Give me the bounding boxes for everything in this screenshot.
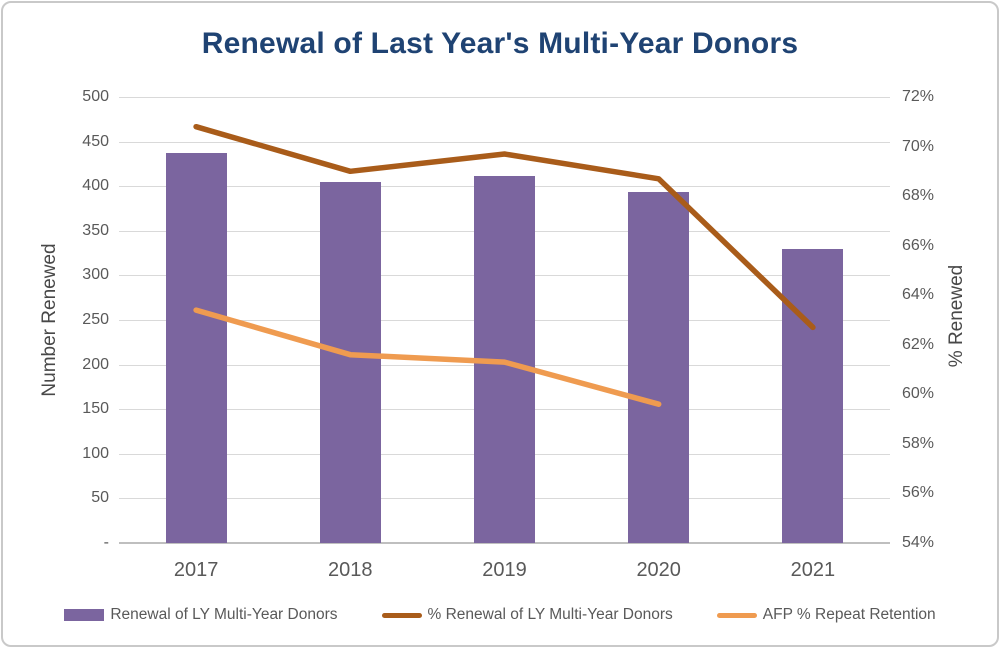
right-axis-tick-label: 64% — [902, 286, 935, 304]
gridline — [119, 97, 890, 98]
x-axis-tick-label-2019: 2019 — [482, 559, 527, 581]
line-series — [193, 307, 662, 407]
right-axis-tick-label: 72% — [902, 88, 935, 105]
legend-item: % Renewal of LY Multi-Year Donors — [381, 606, 673, 624]
line-series — [193, 123, 816, 331]
left-axis-tick-label: 50 — [91, 489, 109, 507]
right-axis-tick-label: 68% — [902, 187, 935, 205]
right-axis-tick-label: 70% — [902, 137, 935, 155]
legend-line-swatch-icon — [381, 612, 422, 618]
right-axis-tick-label: 54% — [902, 534, 935, 551]
plot-area — [119, 97, 890, 544]
legend-line-swatch-icon — [716, 612, 757, 618]
gridline — [119, 141, 890, 143]
legend-item-label: % Renewal of LY Multi-Year Donors — [427, 606, 673, 623]
left-axis-tick-label: 450 — [82, 132, 109, 150]
x-axis-tick-label-2018: 2018 — [328, 559, 373, 581]
line-series-layer — [193, 123, 816, 407]
x-axis-tick-label-2020: 2020 — [636, 559, 681, 581]
right-axis-tick-label: 60% — [902, 385, 935, 403]
legend-item-label: Renewal of LY Multi-Year Donors — [110, 606, 338, 623]
right-axis-tick-label: 62% — [902, 335, 935, 353]
bar-2021 — [782, 248, 844, 543]
x-axis-tick-label-2017: 2017 — [173, 559, 219, 581]
x-axis-line — [119, 542, 890, 544]
left-axis-tick-label: 150 — [82, 400, 109, 418]
legend-item: Renewal of LY Multi-Year Donors — [64, 606, 338, 624]
left-axis-tick-label: - — [103, 534, 109, 551]
legend: Renewal of LY Multi-Year Donors % Renewal… — [3, 606, 997, 624]
left-axis-tick-label: 350 — [82, 221, 109, 239]
bar-2018 — [319, 181, 381, 543]
left-axis-title: Number Renewed — [39, 243, 60, 397]
legend-item-label: AFP % Repeat Retention — [762, 606, 936, 623]
left-axis-tick-label: 300 — [82, 266, 109, 284]
right-axis-tick-label: 58% — [902, 434, 935, 452]
left-axis-tick-label: 100 — [82, 444, 109, 462]
right-axis-title: % Renewed — [946, 264, 967, 368]
bar-2017 — [165, 153, 227, 543]
right-axis-tick-label: 66% — [902, 236, 935, 254]
left-axis-tick-label: 400 — [82, 177, 109, 195]
left-axis-tick-label: 200 — [82, 355, 109, 373]
right-axis-tick-label: 56% — [902, 484, 935, 502]
left-axis-tick-label: 250 — [82, 311, 109, 328]
x-axis-tick-label-2021: 2021 — [790, 559, 836, 581]
bar-2020 — [628, 191, 690, 543]
legend-item: AFP % Repeat Retention — [716, 606, 936, 624]
left-axis-tick-label: 500 — [82, 88, 109, 105]
legend-bar-swatch-icon — [64, 609, 105, 621]
chart-title: Renewal of Last Year's Multi-Year Donors — [201, 27, 799, 60]
